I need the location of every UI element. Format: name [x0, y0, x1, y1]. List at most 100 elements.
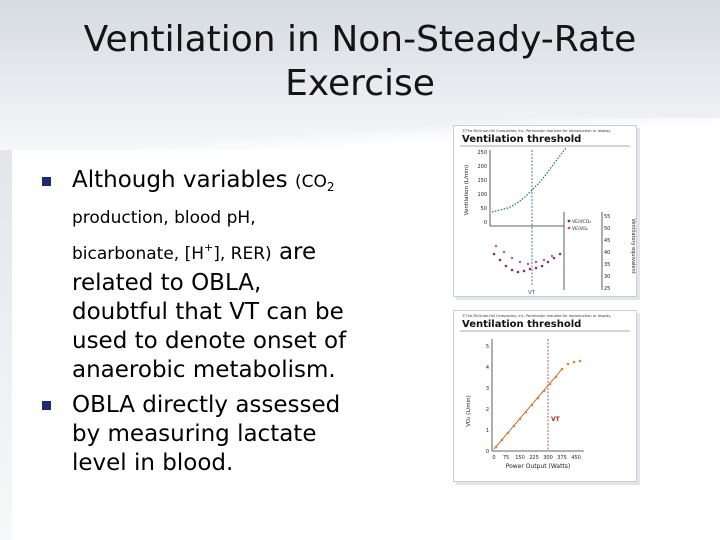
y-tick: 0 [486, 449, 489, 455]
figure-title: Ventilation threshold [462, 319, 581, 330]
ventilatory-equivalent-points-2 [494, 244, 554, 266]
figure-title: Ventilation threshold [462, 134, 581, 145]
legend-entry: VE/VCO₂ [572, 219, 591, 225]
legend-entry: VE/VO₂ [572, 226, 588, 232]
y-tick: 5 [486, 344, 489, 350]
data-point [558, 252, 562, 256]
vt-label: VT [528, 290, 536, 296]
y-axis-label: VO₂ (L/min) [466, 395, 472, 427]
bullet-list: Although variables (CO2 production, bloo… [42, 166, 362, 478]
data-point [504, 264, 508, 268]
bullet-text-part: (CO [294, 172, 327, 192]
figure-2-graphic: ©The McGraw-Hill Companies, Inc. Permiss… [460, 314, 630, 470]
data-point [506, 431, 510, 435]
x-tick: 300 [543, 455, 553, 461]
y2-tick: 45 [604, 238, 610, 244]
data-point [548, 382, 552, 386]
x-tick: 450 [571, 455, 581, 461]
figure-ventilation-threshold-1: ©The McGraw-Hill Companies, Inc. Permiss… [453, 125, 637, 297]
x-tick: 75 [503, 455, 509, 461]
title-line-2: Exercise [285, 63, 435, 104]
y-tick: 2 [486, 407, 489, 413]
title-line-1: Ventilation in Non-Steady-Rate [83, 19, 637, 60]
y2-tick: 40 [604, 250, 610, 256]
data-point [540, 264, 544, 268]
y2-tick: 55 [604, 214, 610, 220]
figure-credit: ©The McGraw-Hill Companies, Inc. Permiss… [462, 129, 611, 133]
y-axis-ticks: 250 200 150 100 50 0 [477, 150, 487, 226]
y2-tick: 25 [604, 286, 610, 292]
y-tick: 100 [477, 192, 487, 198]
data-point [572, 360, 576, 364]
data-point [510, 268, 514, 272]
y2-tick: 35 [604, 262, 610, 268]
y2-axis-ticks: 55 50 45 40 35 30 25 [604, 214, 610, 292]
data-point [552, 256, 556, 260]
bullet-text-part: H, bicarbonate, [H [72, 208, 256, 264]
y2-axis-label: Ventilatory equivalent [630, 218, 636, 273]
data-point [512, 424, 516, 428]
data-point [498, 258, 502, 262]
data-point [578, 359, 582, 363]
data-point [526, 262, 530, 266]
y-tick: 4 [486, 365, 489, 371]
data-point [522, 269, 526, 273]
data-point [502, 250, 506, 254]
data-point [524, 410, 528, 414]
data-point [536, 396, 540, 400]
square-bullet-icon [42, 401, 51, 410]
superscript-text: + [204, 241, 214, 254]
bullet-text-part: are related to OBLA, doubtful that VT ca… [72, 239, 347, 383]
square-bullet-icon [42, 177, 51, 186]
y-axis-ticks: 5 4 3 2 1 0 [486, 344, 489, 455]
data-point [560, 367, 564, 371]
figure-ventilation-threshold-2: ©The McGraw-Hill Companies, Inc. Permiss… [453, 310, 637, 482]
bullet-item-1: Although variables (CO2 production, bloo… [42, 166, 362, 385]
data-point [566, 362, 570, 366]
legend-marker [567, 219, 571, 223]
vt-label: VT [551, 416, 561, 423]
data-point [494, 244, 498, 248]
data-point [518, 260, 522, 264]
bullet-text-part: production, blood p [72, 208, 238, 228]
x-tick: 150 [515, 455, 525, 461]
trend-line [493, 368, 563, 450]
data-point [542, 389, 546, 393]
ventilatory-equivalent-points [492, 252, 562, 274]
x-axis-ticks: 0 75 150 225 300 375 450 [492, 455, 580, 461]
y2-tick: 30 [604, 274, 610, 280]
data-point [518, 417, 522, 421]
y-tick: 3 [486, 386, 489, 392]
y2-tick: 50 [604, 226, 610, 232]
left-accent-bar [0, 150, 12, 540]
x-tick: 225 [529, 455, 539, 461]
data-point [542, 258, 546, 262]
ventilation-series [491, 147, 567, 213]
data-point [534, 266, 538, 270]
bullet-text-part: ], RER) [213, 244, 272, 264]
figure-credit: ©The McGraw-Hill Companies, Inc. Permiss… [462, 314, 611, 318]
y-tick: 0 [484, 220, 487, 226]
bullet-item-2: OBLA directly assessed by measuring lact… [42, 391, 362, 478]
y-tick: 200 [477, 164, 487, 170]
data-point [550, 254, 554, 258]
figure-1-graphic: ©The McGraw-Hill Companies, Inc. Permiss… [460, 129, 636, 296]
legend: VE/VCO₂ VE/VO₂ [567, 219, 591, 232]
y-axis-label: Ventilation (L/min) [464, 165, 470, 216]
data-point [494, 445, 498, 449]
data-point [530, 403, 534, 407]
data-point [534, 260, 538, 264]
x-tick: 0 [492, 455, 495, 461]
data-point [528, 267, 532, 271]
data-point [554, 375, 558, 379]
data-point [500, 438, 504, 442]
data-point [510, 256, 514, 260]
y-tick: 250 [477, 150, 487, 156]
x-tick: 375 [557, 455, 567, 461]
y-tick: 150 [477, 178, 487, 184]
y-tick: 50 [481, 206, 487, 212]
bullet-text-part: Although variables [72, 167, 295, 193]
subscript-text: 2 [326, 180, 335, 194]
bullet-text: Although variables (CO2 production, bloo… [72, 166, 362, 385]
vo2-points [494, 359, 582, 449]
